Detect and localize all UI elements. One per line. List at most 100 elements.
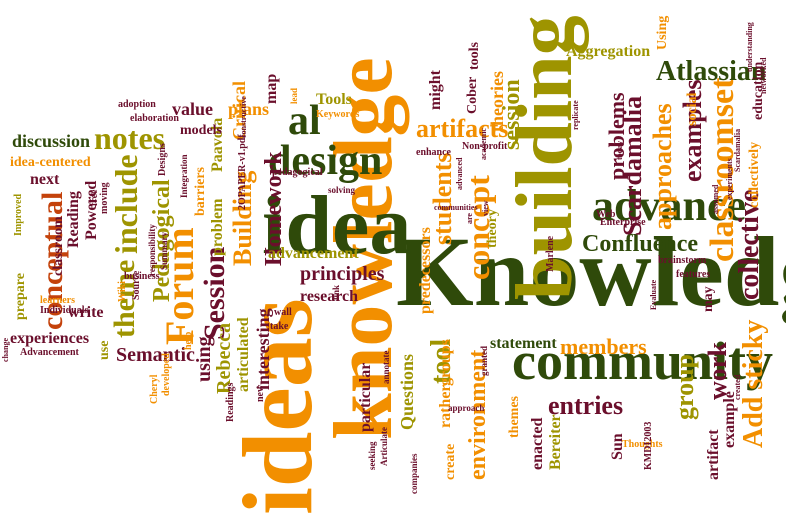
word-using: using bbox=[193, 336, 215, 382]
word-tools: tools bbox=[467, 42, 482, 70]
word-20paper: 2OPAPER-v1.pdf bbox=[237, 134, 248, 210]
word-add-sticky: Add sticky bbox=[738, 319, 769, 448]
word-groups: groups bbox=[437, 339, 454, 386]
word-themes: themes bbox=[507, 396, 522, 438]
word-reading: Reading bbox=[65, 191, 82, 248]
word-wiki: Wiki bbox=[117, 281, 128, 302]
word-artifacts: artifacts bbox=[416, 114, 509, 143]
word-atlassian: Atlassian bbox=[656, 56, 767, 87]
word-replicate: replicate bbox=[571, 100, 580, 130]
word-might: might bbox=[427, 70, 444, 110]
word-take: take bbox=[270, 321, 289, 332]
word-artifact: artifact bbox=[705, 429, 722, 480]
word-bereiter: Bereiter bbox=[547, 414, 564, 470]
word-summary: Summary bbox=[159, 232, 169, 270]
word-enacted: enacted bbox=[529, 417, 546, 470]
word-non-profit: Non-profit bbox=[462, 141, 508, 152]
word-cober: Cober bbox=[465, 76, 480, 114]
word-theories: theories bbox=[487, 71, 507, 132]
word-today: today bbox=[615, 140, 624, 160]
word-confluence: Confluence bbox=[582, 231, 698, 257]
word-companies: companies bbox=[409, 453, 419, 495]
word-social: social bbox=[685, 92, 700, 126]
word-assumed: assumed bbox=[711, 184, 720, 214]
word-advancement-small: Advancement bbox=[20, 347, 79, 358]
word-scardamalia-small: Scardamalia bbox=[733, 128, 742, 172]
word-idea: idea bbox=[262, 179, 412, 272]
word-evaluate: Evaluate bbox=[649, 279, 658, 310]
word-elaboration: elaboration bbox=[130, 113, 179, 124]
word-particular: particular bbox=[357, 362, 374, 432]
word-tools-cap: Tools bbox=[316, 91, 352, 108]
word-cheryl: Cheryl bbox=[149, 374, 160, 404]
word-group: group bbox=[670, 354, 699, 420]
word-questions: Questions bbox=[397, 353, 417, 430]
word-are: are bbox=[465, 213, 474, 224]
word-predecessors: predecessors bbox=[417, 227, 434, 314]
word-include: include bbox=[108, 154, 144, 254]
word-prepare: prepare bbox=[13, 273, 28, 320]
word-idea-centered: idea-centered bbox=[10, 155, 91, 170]
word-keywords: Keywords bbox=[316, 109, 360, 120]
word-design: design bbox=[268, 138, 383, 184]
word-networked: networked bbox=[759, 57, 768, 94]
word-community: community bbox=[512, 331, 773, 391]
word-wall: wall bbox=[274, 307, 292, 318]
word-advanced: advanced bbox=[455, 157, 464, 190]
word-kmdi2003: KMDI2003 bbox=[643, 421, 654, 470]
word-new: new bbox=[255, 384, 266, 402]
word-brainstorm: brainstorm bbox=[658, 255, 707, 266]
word-features: features bbox=[676, 269, 711, 280]
word-view: view bbox=[481, 200, 490, 216]
word-collectively: collectively bbox=[747, 141, 762, 208]
word-link: link bbox=[331, 284, 341, 300]
word-annotate: annotate bbox=[381, 350, 391, 385]
word-semantic: Semantic bbox=[116, 344, 195, 366]
word-models: models bbox=[180, 123, 222, 138]
word-plans: plans bbox=[228, 99, 270, 119]
word-business: business bbox=[124, 271, 160, 282]
word-developed: developed bbox=[161, 353, 172, 396]
word-classroom: classroom bbox=[51, 216, 66, 276]
word-change: change bbox=[1, 338, 10, 362]
word-seeking: seeking bbox=[367, 441, 377, 470]
word-problem: problem bbox=[209, 198, 226, 256]
word-value: value bbox=[172, 99, 214, 119]
word-integration: Integration bbox=[179, 154, 189, 199]
word-discussion: discussion bbox=[12, 131, 91, 151]
word-use: use bbox=[97, 340, 112, 360]
word-moving: moving bbox=[99, 182, 110, 214]
word-create: create bbox=[443, 443, 458, 480]
word-advancement: advancement bbox=[268, 245, 359, 262]
word-solving: solving bbox=[328, 185, 356, 195]
word-write: write bbox=[68, 304, 104, 321]
word-using-cap: Using bbox=[655, 15, 670, 50]
word-adoption: adoption bbox=[118, 99, 156, 110]
word-articulate: Articulate bbox=[379, 427, 389, 466]
word-improved: Improved bbox=[13, 193, 24, 236]
word-principles: principles bbox=[300, 263, 385, 285]
word-help: help bbox=[183, 331, 194, 350]
word-experiences: experiences bbox=[10, 330, 90, 347]
word-articulated: articulated bbox=[235, 317, 252, 392]
word-statement: statement bbox=[490, 335, 557, 352]
word-communities: communities bbox=[434, 203, 478, 212]
word-next: next bbox=[30, 171, 60, 188]
word-research: research bbox=[300, 288, 359, 305]
word-understanding: understanding bbox=[745, 22, 754, 72]
word-notes: notes bbox=[94, 120, 166, 156]
word-approach: approach bbox=[448, 403, 485, 413]
word-problems: problems bbox=[604, 92, 629, 180]
word-map: map bbox=[263, 73, 280, 104]
word-advance: advance bbox=[592, 181, 746, 230]
word-learners: learners bbox=[40, 295, 75, 306]
word-approaches: approaches bbox=[648, 103, 677, 230]
word-constructive: constructive bbox=[239, 96, 248, 138]
word-al: al bbox=[288, 98, 321, 144]
word-responsibility: responsibility bbox=[147, 224, 157, 276]
word-granted: granted bbox=[479, 346, 489, 376]
word-aggregation: Aggregation bbox=[566, 43, 651, 60]
word-enhance: enhance bbox=[416, 147, 451, 158]
word-lead: lead bbox=[289, 87, 299, 104]
